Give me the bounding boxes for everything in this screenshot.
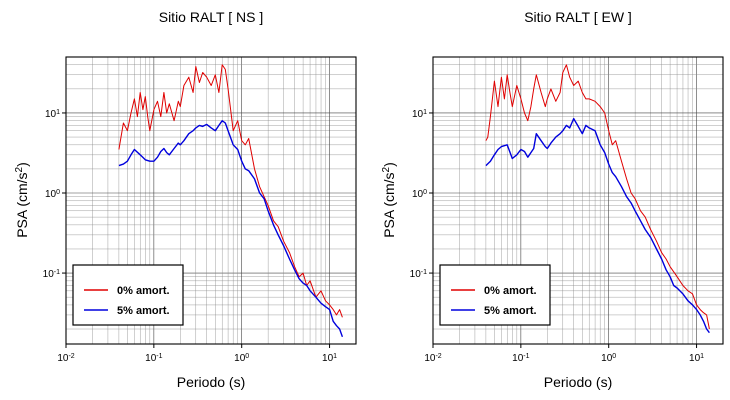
x-tick-label: 101 (689, 353, 704, 365)
x-tick-label: 10-2 (424, 353, 441, 365)
series-line-0 (485, 64, 710, 330)
legend-box (72, 264, 184, 326)
y-tick-label: 10-1 (410, 269, 427, 281)
chart-panel-ew: Sitio RALT [ EW ] 10-2 10-1 100 101 10-1 100… (381, 9, 724, 390)
y-ticks: 10-1 100 101 (43, 108, 66, 280)
legend-box (439, 264, 551, 326)
plot-lines (118, 64, 344, 338)
legend: 0% amort. 5% amort. (72, 264, 184, 326)
x-axis-label: Periodo (s) (177, 374, 245, 390)
legend-label-1: 5% amort. (484, 305, 537, 317)
x-tick-label: 100 (234, 353, 249, 365)
x-tick-label: 101 (322, 353, 337, 365)
x-axis-label: Periodo (s) (544, 374, 612, 390)
plot-frame (432, 56, 724, 345)
plot-frame (65, 56, 357, 345)
chart-title: Sitio RALT [ NS ] (159, 9, 264, 25)
x-ticks: 10-2 10-1 100 101 (424, 344, 704, 364)
x-tick-label: 10-2 (57, 353, 74, 365)
chart-title: Sitio RALT [ EW ] (524, 9, 632, 25)
series-line-1 (485, 117, 710, 334)
y-tick-label: 10-1 (43, 269, 60, 281)
y-axis-label: PSA (cm/s2) (381, 162, 398, 238)
legend-label-0: 0% amort. (484, 285, 537, 297)
plot-lines (485, 64, 710, 334)
x-ticks: 10-2 10-1 100 101 (57, 344, 337, 364)
series-line-1 (118, 119, 344, 338)
series-line-0 (118, 64, 343, 318)
y-tick-label: 100 (412, 189, 427, 201)
y-ticks: 10-1 100 101 (410, 108, 433, 280)
chart-panel-ns: Sitio RALT [ NS ] 10-2 10-1 100 101 10-1 100… (14, 9, 357, 390)
y-tick-label: 100 (45, 189, 60, 201)
x-tick-label: 10-1 (145, 353, 162, 365)
y-axis-label: PSA (cm/s2) (14, 162, 31, 238)
y-tick-label: 101 (412, 108, 427, 120)
legend-label-0: 0% amort. (117, 285, 170, 297)
x-tick-label: 100 (601, 353, 616, 365)
x-tick-label: 10-1 (512, 353, 529, 365)
y-tick-label: 101 (45, 108, 60, 120)
legend-label-1: 5% amort. (117, 305, 170, 317)
legend: 0% amort. 5% amort. (439, 264, 551, 326)
